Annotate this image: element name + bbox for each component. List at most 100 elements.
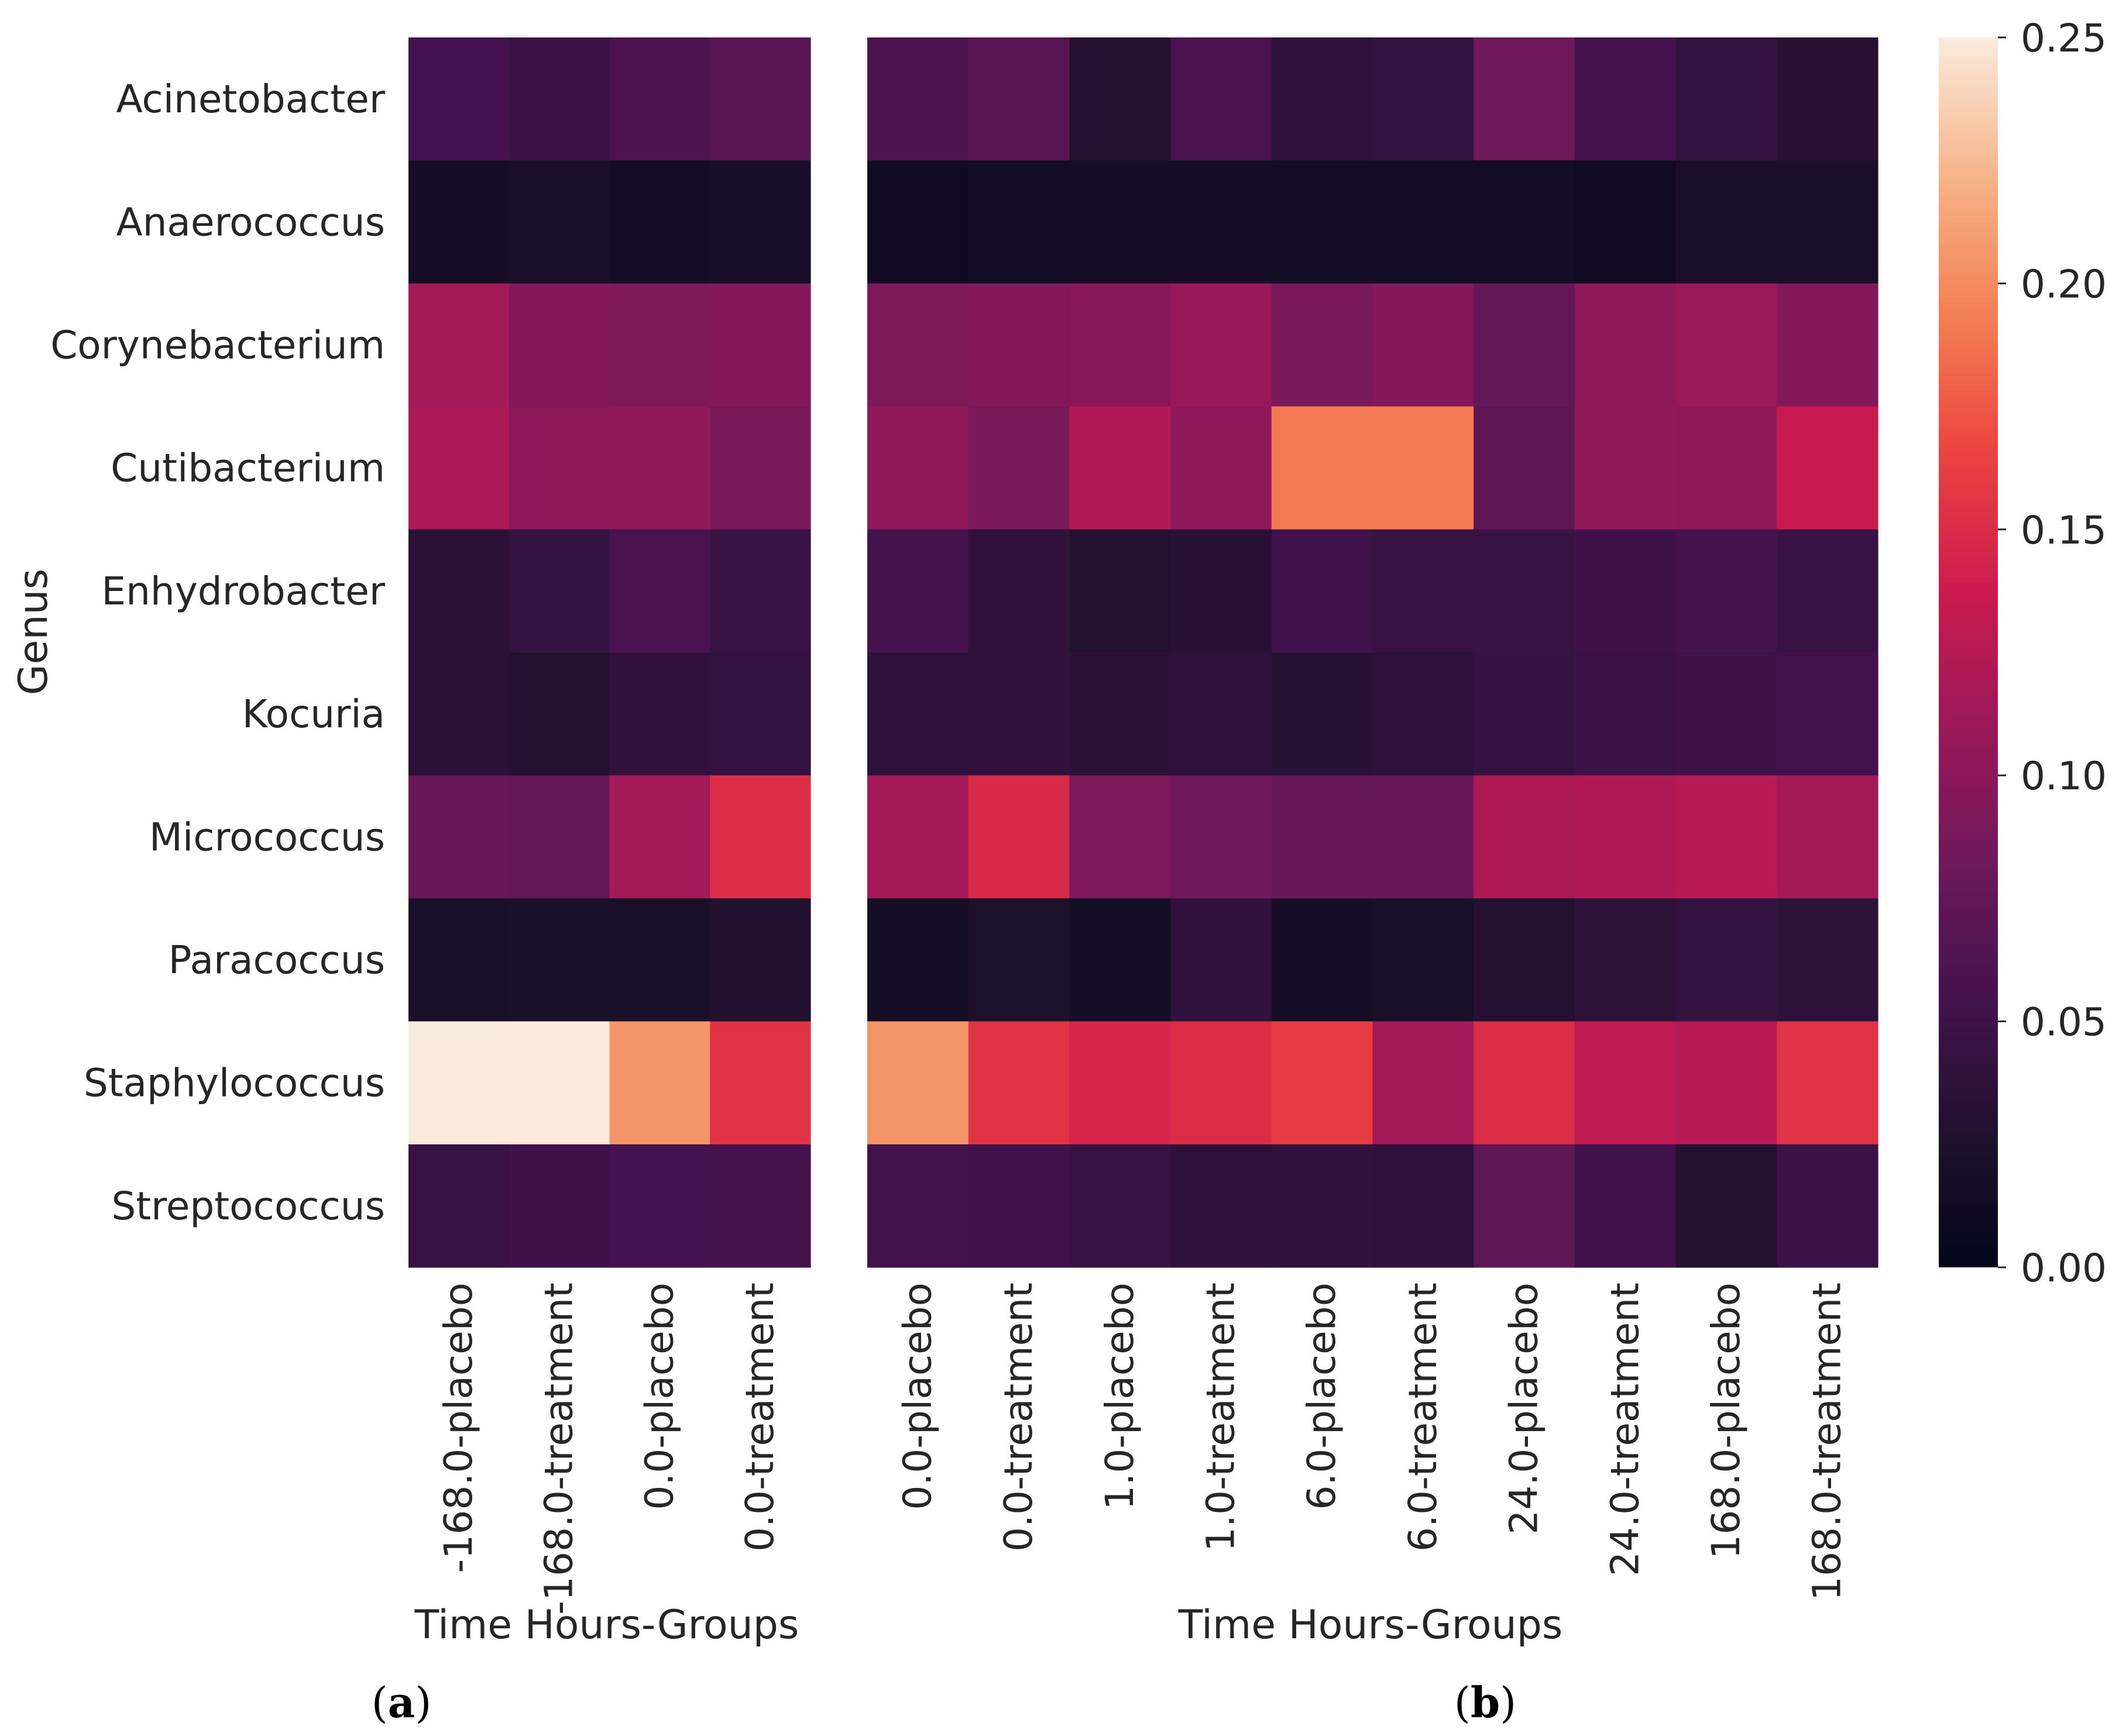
heatmap-a-cell-1-3 — [710, 160, 811, 284]
colorbar-tick-labels: 0.00 0.05 0.10 0.15 0.20 0.25 — [1998, 16, 2107, 1291]
heatmap-a-cell-7-1 — [509, 898, 610, 1022]
heatmap-a-x-tick-labels: -168.0-placebo -168.0-treatment 0.0-placeb… — [436, 1283, 782, 1615]
heatmap-b-cell-9-1 — [968, 1144, 1070, 1268]
heatmap-b-cell-6-4 — [1271, 775, 1373, 899]
heatmap-b-cell-0-9 — [1777, 37, 1878, 161]
heatmap-b-cell-4-2 — [1069, 529, 1171, 653]
heatmap-b-cell-8-3 — [1170, 1021, 1272, 1145]
heatmap-a-cell-0-0 — [408, 37, 510, 161]
heatmap-a-cells — [408, 37, 811, 1268]
heatmap-b-cell-2-5 — [1372, 283, 1474, 407]
colorbar: 0.00 0.05 0.10 0.15 0.20 0.25 — [1939, 16, 2107, 1291]
heatmap-b-cell-2-0 — [867, 283, 969, 407]
heatmap-b-x-tick-labels: 0.0-placebo 0.0-treatment 1.0-placebo 1.0-t… — [895, 1283, 1849, 1601]
heatmap-b-x-tick-label: 24.0-treatment — [1602, 1283, 1647, 1576]
heatmap-a-cell-7-2 — [609, 898, 710, 1022]
heatmap-b-cell-1-1 — [968, 160, 1070, 284]
heatmap-panel-b: 0.0-placebo 0.0-treatment 1.0-placebo 1.0-t… — [867, 37, 1878, 1648]
heatmap-b-cell-1-2 — [1069, 160, 1171, 284]
heatmap-a-cell-2-3 — [710, 283, 811, 407]
heatmap-a-cell-2-0 — [408, 283, 510, 407]
heatmap-b-cell-1-4 — [1271, 160, 1373, 284]
heatmap-b-cell-3-9 — [1777, 406, 1878, 530]
heatmap-b-cell-8-8 — [1675, 1021, 1777, 1145]
heatmap-b-cell-4-7 — [1574, 529, 1677, 653]
heatmap-a-cell-1-0 — [408, 160, 510, 284]
heatmap-b-cell-0-3 — [1170, 37, 1272, 161]
heatmap-b-x-tick-label: 168.0-treatment — [1805, 1283, 1850, 1601]
heatmap-b-x-tick-label: 1.0-treatment — [1198, 1283, 1243, 1552]
heatmap-b-cell-6-0 — [867, 775, 969, 899]
heatmap-a-cell-8-2 — [609, 1021, 710, 1145]
heatmap-b-x-tick-label: 24.0-placebo — [1502, 1283, 1547, 1535]
heatmap-a-x-tick-label: -168.0-placebo — [436, 1283, 481, 1573]
genus-row-label: Paracoccus — [169, 938, 385, 983]
heatmap-b-cell-6-9 — [1777, 775, 1878, 899]
genus-row-label: Anaerococcus — [116, 200, 385, 245]
heatmap-a-cell-0-1 — [509, 37, 610, 161]
heatmap-b-cell-1-8 — [1675, 160, 1777, 284]
heatmap-a-cell-5-3 — [710, 652, 811, 776]
heatmap-b-cell-0-7 — [1574, 37, 1677, 161]
heatmap-b-cell-2-6 — [1474, 283, 1575, 407]
heatmap-b-cell-2-4 — [1271, 283, 1373, 407]
heatmap-a-cell-4-2 — [609, 529, 710, 653]
heatmap-a-x-tick-label: 0.0-treatment — [737, 1283, 782, 1552]
genus-row-label: Kocuria — [242, 692, 385, 737]
colorbar-tick-label: 0.10 — [2021, 754, 2107, 799]
heatmap-b-cell-9-5 — [1372, 1144, 1474, 1268]
heatmap-b-cell-3-8 — [1675, 406, 1777, 530]
heatmap-b-cell-6-5 — [1372, 775, 1474, 899]
heatmap-b-cell-8-5 — [1372, 1021, 1474, 1145]
heatmap-b-cell-5-2 — [1069, 652, 1171, 776]
genus-row-label: Enhydrobacter — [101, 569, 385, 614]
heatmap-b-cell-2-9 — [1777, 283, 1878, 407]
heatmap-b-cell-1-7 — [1574, 160, 1677, 284]
heatmap-b-cell-6-2 — [1069, 775, 1171, 899]
heatmap-b-cell-5-1 — [968, 652, 1070, 776]
heatmap-a-cell-5-0 — [408, 652, 510, 776]
heatmap-b-cell-7-1 — [968, 898, 1070, 1022]
heatmap-a-x-tick-label: 0.0-placebo — [637, 1283, 682, 1510]
heatmap-b-cell-8-4 — [1271, 1021, 1373, 1145]
heatmap-b-cell-6-8 — [1675, 775, 1777, 899]
heatmap-b-cell-4-0 — [867, 529, 969, 653]
heatmap-b-cell-6-3 — [1170, 775, 1272, 899]
heatmap-a-cell-1-2 — [609, 160, 710, 284]
heatmap-a-cell-3-1 — [509, 406, 610, 530]
heatmap-b-cell-8-6 — [1474, 1021, 1575, 1145]
heatmap-b-cell-4-1 — [968, 529, 1070, 653]
heatmap-b-cell-0-2 — [1069, 37, 1171, 161]
heatmap-b-cell-8-9 — [1777, 1021, 1878, 1145]
heatmap-b-cell-1-0 — [867, 160, 969, 284]
heatmap-b-cell-3-2 — [1069, 406, 1171, 530]
heatmap-a-x-axis-label: Time Hours-Groups — [414, 1602, 799, 1648]
genus-row-label: Acinetobacter — [116, 77, 385, 122]
heatmap-b-cell-2-3 — [1170, 283, 1272, 407]
heatmap-a-cell-3-3 — [710, 406, 811, 530]
heatmap-b-cell-9-8 — [1675, 1144, 1777, 1268]
heatmap-b-cells — [867, 37, 1878, 1268]
heatmap-b-cell-7-5 — [1372, 898, 1474, 1022]
heatmap-b-x-tick-label: 6.0-placebo — [1299, 1283, 1344, 1510]
heatmap-a-cell-5-1 — [509, 652, 610, 776]
heatmap-a-cell-7-0 — [408, 898, 510, 1022]
heatmap-b-cell-3-7 — [1574, 406, 1677, 530]
heatmap-b-cell-0-0 — [867, 37, 969, 161]
heatmap-panel-a: -168.0-placebo -168.0-treatment 0.0-placeb… — [408, 37, 811, 1648]
genus-row-label: Micrococcus — [149, 814, 385, 860]
heatmap-b-x-axis-label: Time Hours-Groups — [1178, 1602, 1563, 1648]
heatmap-a-cell-0-2 — [609, 37, 710, 161]
heatmap-b-cell-3-4 — [1271, 406, 1373, 530]
heatmap-a-cell-6-3 — [710, 775, 811, 899]
heatmap-b-cell-5-3 — [1170, 652, 1272, 776]
heatmap-b-cell-1-5 — [1372, 160, 1474, 284]
heatmap-a-cell-2-1 — [509, 283, 610, 407]
heatmap-b-cell-4-9 — [1777, 529, 1878, 653]
heatmap-a-cell-8-1 — [509, 1021, 610, 1145]
heatmap-b-cell-3-5 — [1372, 406, 1474, 530]
colorbar-tick-label: 0.05 — [2021, 1000, 2107, 1045]
heatmap-b-cell-1-9 — [1777, 160, 1878, 284]
heatmap-b-cell-4-4 — [1271, 529, 1373, 653]
genus-row-label: Staphylococcus — [84, 1061, 385, 1106]
